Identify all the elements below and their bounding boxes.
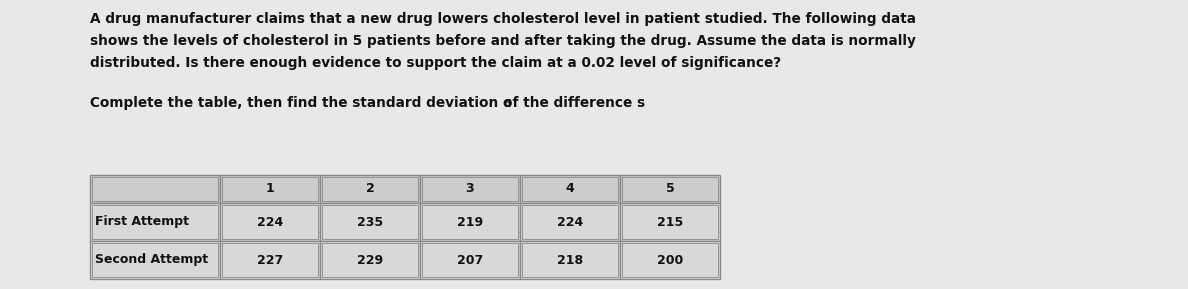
Bar — [91, 205, 219, 239]
Text: 207: 207 — [457, 253, 484, 266]
Bar — [320, 203, 421, 241]
Bar — [91, 177, 219, 201]
Text: 235: 235 — [356, 216, 383, 229]
Text: Complete the table, then find the standard deviation of the difference s: Complete the table, then find the standa… — [90, 96, 645, 110]
Bar — [222, 243, 318, 277]
Text: 224: 224 — [257, 216, 283, 229]
Bar — [422, 205, 518, 239]
Bar — [220, 175, 320, 203]
Bar — [421, 241, 520, 279]
Bar — [220, 241, 320, 279]
Text: 227: 227 — [257, 253, 283, 266]
Text: 218: 218 — [557, 253, 583, 266]
Text: Second Attempt: Second Attempt — [95, 253, 208, 266]
Text: 3: 3 — [466, 182, 474, 195]
Bar — [623, 243, 718, 277]
Bar — [90, 203, 220, 241]
Bar — [520, 203, 620, 241]
Bar — [91, 243, 219, 277]
Bar — [421, 203, 520, 241]
Bar — [320, 175, 421, 203]
Bar — [220, 203, 320, 241]
Bar — [520, 241, 620, 279]
Bar — [222, 177, 318, 201]
Text: A drug manufacturer claims that a new drug lowers cholesterol level in patient s: A drug manufacturer claims that a new dr… — [90, 12, 916, 26]
Bar — [522, 177, 618, 201]
Bar — [623, 205, 718, 239]
Bar — [320, 241, 421, 279]
Bar — [422, 243, 518, 277]
Bar — [421, 175, 520, 203]
Text: 224: 224 — [557, 216, 583, 229]
Bar — [422, 177, 518, 201]
Bar — [522, 205, 618, 239]
Bar — [322, 243, 418, 277]
Text: 215: 215 — [657, 216, 683, 229]
Bar — [620, 203, 720, 241]
Text: shows the levels of cholesterol in 5 patients before and after taking the drug. : shows the levels of cholesterol in 5 pat… — [90, 34, 916, 48]
Text: 4: 4 — [565, 182, 574, 195]
Bar — [623, 177, 718, 201]
Text: 5: 5 — [665, 182, 675, 195]
Text: distributed. Is there enough evidence to support the claim at a 0.02 level of si: distributed. Is there enough evidence to… — [90, 56, 782, 70]
Bar — [520, 175, 620, 203]
Bar — [620, 241, 720, 279]
Text: 1: 1 — [266, 182, 274, 195]
Bar — [222, 205, 318, 239]
Text: 219: 219 — [457, 216, 484, 229]
Bar — [620, 175, 720, 203]
Bar — [90, 175, 220, 203]
Text: 229: 229 — [356, 253, 383, 266]
Text: 2: 2 — [366, 182, 374, 195]
Bar — [322, 177, 418, 201]
Text: First Attempt: First Attempt — [95, 216, 189, 229]
Bar — [522, 243, 618, 277]
Text: 200: 200 — [657, 253, 683, 266]
Bar — [90, 241, 220, 279]
Bar — [322, 205, 418, 239]
Text: d: d — [504, 99, 512, 109]
